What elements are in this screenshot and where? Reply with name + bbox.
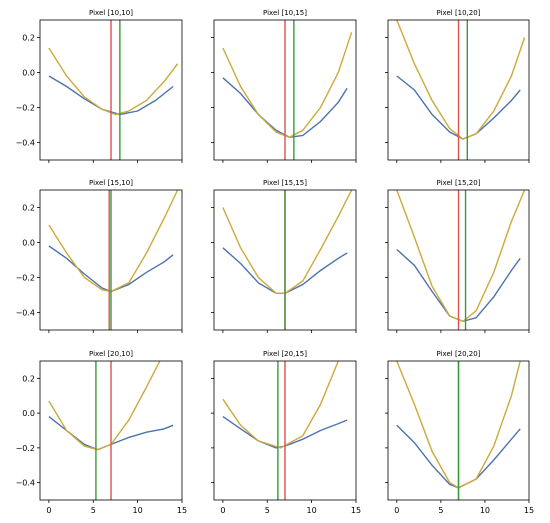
subplot-title: Pixel [15,10] [89,179,133,187]
subplot-6: Pixel [15,20] [385,179,530,333]
subplot-8: Pixel [20,15] 0 5 10 15 [211,350,361,515]
y-tick-label: 0.0 [22,239,35,248]
y-tick-label: 0.0 [22,409,35,418]
axes-frame [213,189,357,331]
plot-area [396,20,526,160]
plot-area [48,20,179,160]
x-tick-label: 0 [46,506,51,515]
axes-frame [213,19,357,161]
x-tick-label: 10 [480,506,490,515]
series-line-2 [222,190,353,294]
y-tick-label: −0.2 [16,444,35,453]
subplot-title: Pixel [10,15] [263,9,307,17]
subplot-3: Pixel [10,20] [385,9,530,163]
y-tick-label: 0.2 [22,34,35,43]
subplot-4: Pixel [15,10] −0.4 −0.2 0.0 0.2 [16,179,183,333]
subplot-1: Pixel [10,10] −0.4 −0.2 0.0 0.2 [16,9,183,163]
plot-area [396,190,526,330]
series-line-2 [48,47,179,116]
x-tick-label: 0 [394,506,399,515]
x-tick-label: 5 [91,506,96,515]
series-line-2 [48,361,161,451]
x-tick-label: 15 [524,506,534,515]
axes-frame [39,19,183,161]
y-tick-label: −0.4 [16,479,35,488]
y-tick-label: −0.4 [16,139,35,148]
y-tick-label: 0.2 [22,374,35,383]
subplot-title: Pixel [15,20] [437,179,481,187]
x-tick-label: 10 [307,506,317,515]
subplot-title: Pixel [10,10] [89,9,133,17]
subplot-9: Pixel [20,20] 0 5 10 15 [385,350,534,515]
axes-frame [213,360,357,501]
x-tick-label: 0 [220,506,225,515]
x-tick-label: 15 [351,506,361,515]
series-line-2 [396,190,526,323]
plot-area [222,20,353,160]
y-tick-label: −0.2 [16,104,35,113]
y-tick-label: 0.0 [22,69,35,78]
series-line-2 [396,20,526,140]
x-tick-label: 5 [265,506,270,515]
axes-frame [39,360,183,501]
series-line-2 [222,32,353,139]
subplot-title: Pixel [20,10] [89,350,133,358]
subplot-title: Pixel [15,15] [263,179,307,187]
axes-frame [387,360,530,501]
subplot-7: Pixel [20,10] −0.4 −0.2 0.0 0.2 0 5 10 15 [16,350,188,515]
subplot-title: Pixel [20,15] [263,350,307,358]
axes-frame [39,189,183,331]
y-tick-label: 0.2 [22,204,35,213]
subplot-5: Pixel [15,15] [211,179,357,333]
y-tick-label: −0.2 [16,274,35,283]
subplot-title: Pixel [20,20] [437,350,481,358]
series-line-2 [48,190,179,293]
subplot-title: Pixel [10,20] [437,9,481,17]
series-line-2 [222,361,339,449]
plot-area [48,190,179,330]
plot-area [48,361,174,500]
axes-frame [387,19,530,161]
y-tick-label: −0.4 [16,309,35,318]
plot-area [222,190,353,330]
x-tick-label: 10 [133,506,143,515]
plot-area [396,361,521,500]
subplot-2: Pixel [10,15] [211,9,357,163]
x-tick-label: 15 [177,506,187,515]
plot-area [222,361,348,500]
axes-frame [387,189,530,331]
x-tick-label: 5 [438,506,443,515]
